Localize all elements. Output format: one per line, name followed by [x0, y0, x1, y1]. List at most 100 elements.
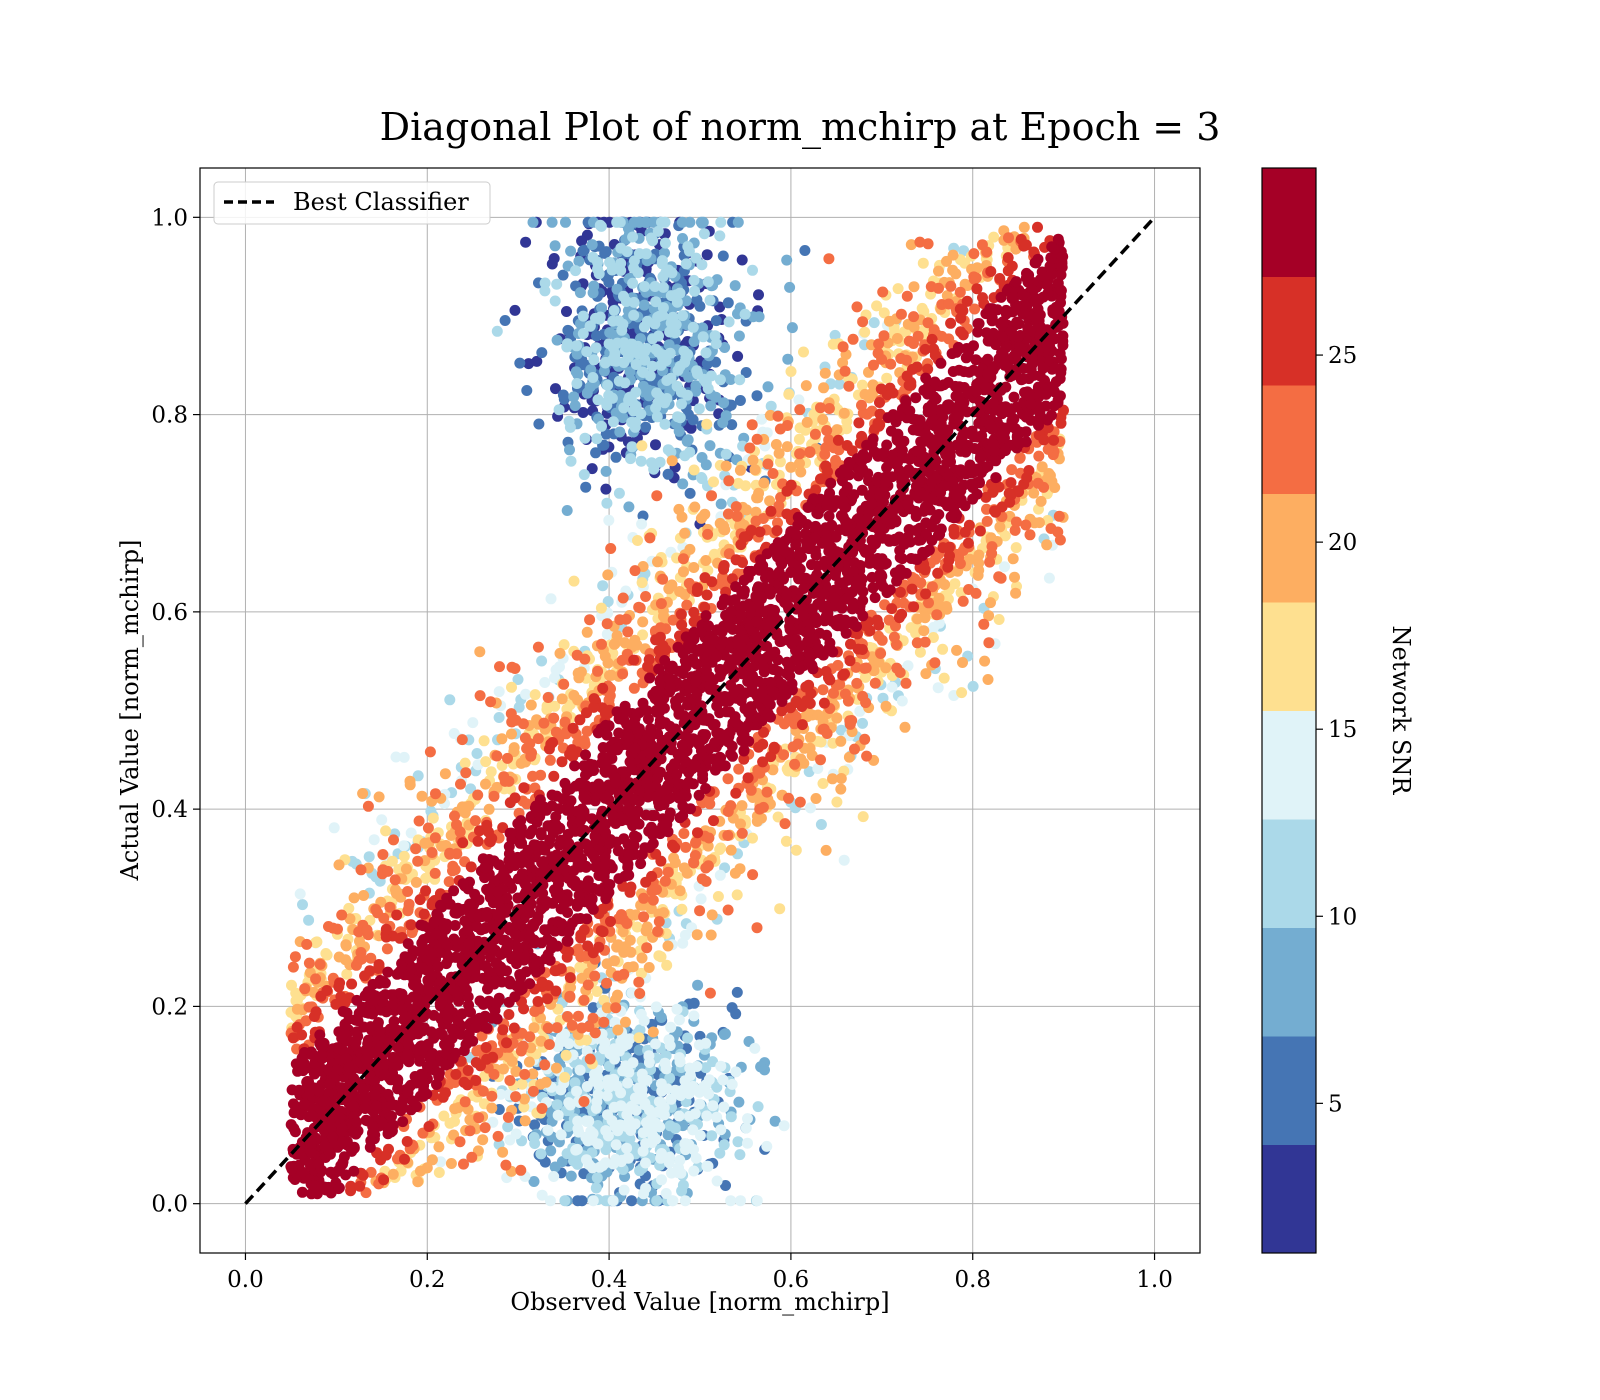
scatter-point [506, 681, 517, 693]
scatter-point [622, 626, 634, 638]
scatter-point [868, 317, 880, 329]
scatter-point [528, 1176, 540, 1187]
scatter-point [654, 622, 666, 634]
scatter-point [722, 508, 734, 520]
scatter-point [542, 993, 553, 1005]
scatter-point [1006, 464, 1018, 476]
scatter-point [956, 687, 968, 699]
scatter-point [334, 977, 346, 989]
scatter-point [677, 937, 689, 949]
scatter-point [659, 875, 671, 887]
scatter-point [455, 778, 466, 790]
scatter-point [857, 690, 869, 702]
scatter-point [843, 380, 855, 392]
scatter-point [447, 865, 458, 877]
scatter-point [694, 1098, 706, 1110]
scatter-point [737, 557, 748, 568]
scatter-point [600, 465, 612, 477]
scatter-point [1036, 461, 1048, 473]
scatter-point [508, 1022, 520, 1034]
scatter-point [835, 724, 847, 736]
scatter-point [450, 1068, 462, 1080]
scatter-point [565, 455, 577, 467]
scatter-point [1035, 495, 1047, 507]
scatter-point [831, 424, 843, 436]
scatter-point [494, 661, 505, 673]
scatter-point [477, 1085, 489, 1097]
scatter-point [876, 634, 888, 646]
scatter-point [427, 812, 439, 824]
scatter-point [751, 1195, 763, 1207]
scatter-point [837, 669, 849, 681]
scatter-point [549, 295, 561, 307]
scatter-point [595, 925, 607, 937]
scatter-point [1038, 434, 1050, 446]
scatter-point [564, 421, 576, 433]
scatter-point [933, 282, 944, 294]
scatter-point [538, 717, 550, 729]
scatter-point [1018, 221, 1030, 233]
scatter-point [559, 1071, 571, 1083]
scatter-point [582, 979, 594, 991]
scatter-point [726, 419, 738, 431]
scatter-point [602, 596, 614, 607]
scatter-point [653, 330, 664, 342]
scatter-point [548, 712, 560, 724]
scatter-point [574, 1064, 586, 1076]
scatter-point [506, 716, 518, 728]
scatter-point [479, 872, 491, 884]
scatter-point [1033, 450, 1045, 462]
scatter-point [745, 784, 757, 796]
scatter-point [635, 455, 647, 467]
scatter-point [630, 417, 642, 428]
scatter-point [633, 1032, 645, 1044]
scatter-point [874, 397, 885, 408]
scatter-point [603, 338, 615, 350]
scatter-point [839, 365, 851, 377]
scatter-point [548, 770, 560, 782]
scatter-point [679, 1195, 691, 1207]
scatter-point [779, 818, 791, 830]
scatter-point [587, 372, 599, 383]
scatter-point [701, 589, 713, 601]
scatter-point [520, 236, 532, 248]
scatter-point [710, 391, 722, 403]
scatter-point [391, 909, 403, 921]
scatter-point [544, 1195, 556, 1207]
scatter-point [1007, 553, 1019, 565]
scatter-point [875, 648, 887, 659]
scatter-point [796, 719, 808, 731]
scatter-point [869, 592, 881, 604]
scatter-point [993, 571, 1005, 583]
scatter-point [590, 312, 601, 324]
scatter-point [480, 1042, 492, 1053]
scatter-point [543, 1039, 555, 1050]
scatter-point [688, 274, 700, 286]
scatter-point [630, 1104, 642, 1116]
scatter-point [652, 926, 664, 937]
scatter-point [662, 468, 674, 480]
scatter-point [689, 1108, 701, 1120]
scatter-point [772, 410, 784, 422]
scatter-point [608, 305, 620, 316]
scatter-point [679, 1075, 691, 1087]
scatter-point [809, 428, 821, 440]
scatter-point [486, 832, 498, 844]
scatter-point [697, 331, 709, 343]
scatter-point [675, 1090, 686, 1101]
scatter-point [664, 347, 676, 359]
scatter-point [548, 253, 560, 264]
scatter-point [823, 253, 835, 265]
scatter-point [466, 1151, 478, 1163]
scatter-point [588, 693, 600, 705]
scatter-point [591, 433, 603, 445]
scatter-point [649, 318, 661, 330]
scatter-point [875, 383, 887, 395]
scatter-point [943, 555, 955, 567]
scatter-point [506, 661, 518, 673]
scatter-point [817, 778, 829, 789]
scatter-point [636, 952, 648, 964]
scatter-point [1052, 526, 1064, 538]
scatter-point [501, 1037, 512, 1049]
scatter-point [957, 329, 969, 341]
